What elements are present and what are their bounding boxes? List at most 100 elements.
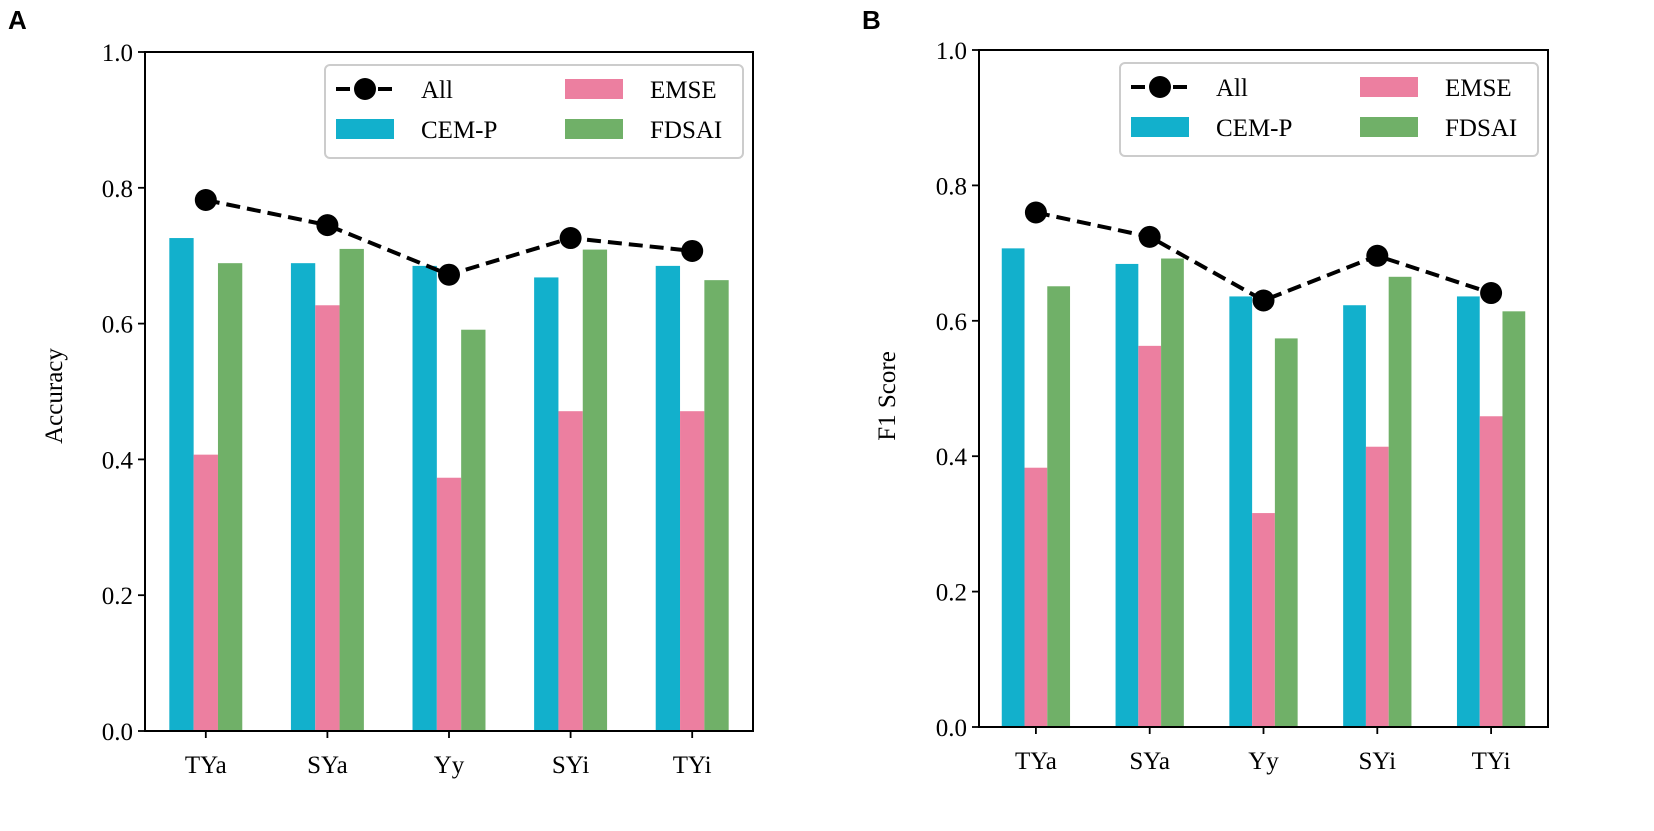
plot-frame [144,51,754,732]
bar-fdsai-sya [339,248,364,731]
point-all-sya [1138,225,1161,248]
bar-cem-p-yy [412,265,437,731]
x-tick-label: Yy [434,752,465,779]
point-all-syi [1366,244,1389,267]
y-axis-label: Accuracy [41,348,68,444]
bar-cem-p-sya [1115,263,1139,727]
y-tick-label: 1.0 [936,38,967,65]
point-all-tya [1024,201,1047,224]
bar-fdsai-syi [1388,276,1412,727]
bar-fdsai-tya [217,263,243,731]
panel-label: A [8,5,27,35]
legend-dot-marker [1149,76,1171,98]
legend-dot-marker [354,78,376,100]
bar-fdsai-tya [1047,286,1071,727]
bar-emse-tyi [680,411,705,731]
point-all-syi [559,227,582,250]
bar-cem-p-yy [1229,296,1253,727]
bar-fdsai-tyi [704,280,729,731]
bar-fdsai-tyi [1502,311,1526,727]
legend-box [1119,62,1539,157]
legend-swatch [1131,117,1189,137]
legend-entry-emse: EMSE [565,77,717,104]
legend-swatch [1360,117,1418,137]
y-tick-label: 0.6 [936,309,967,336]
legend-label-cem-p: CEM-P [1216,115,1292,142]
y-axis-label: F1 Score [874,351,901,441]
x-tick-label: TYa [185,752,227,779]
legend-entry-cem-p: CEM-P [336,117,497,144]
bar-fdsai-yy [461,329,486,731]
legend-entry-emse: EMSE [1360,75,1512,102]
chart-panel-b: B F1 Score 0.0 0.2 0.4 0.6 0.8 1.0 TYa SYa Yy SYi… [862,5,1549,775]
legend-swatch [565,79,623,99]
point-all-tyi [1480,282,1503,305]
bar-cem-p-tya [169,238,194,731]
y-tick-label: 0.8 [102,176,133,203]
axis-ticks: 0.0 0.2 0.4 0.6 0.8 1.0 TYa SYa Yy SYi TYi [936,38,1511,775]
bar-emse-tya [1024,467,1048,727]
bar-fdsai-yy [1274,338,1298,727]
bar-cem-p-tyi [1456,296,1480,727]
bars-group [169,238,729,732]
legend-entry-all: All [1131,75,1248,102]
y-tick-label: 0.4 [102,447,134,474]
bar-emse-syi [558,411,583,731]
bar-emse-sya [315,305,340,731]
legend-box [324,64,744,159]
legend-swatch [565,119,623,139]
legend-swatch [336,119,394,139]
y-tick-label: 0.2 [102,583,133,610]
x-tick-label: SYa [307,752,348,779]
legend-label-cem-p: CEM-P [421,117,497,144]
bar-cem-p-tyi [655,265,681,731]
legend: All EMSE CEM-P FDSAI [324,64,744,159]
legend-label-fdsai: FDSAI [650,117,722,144]
legend-entry-fdsai: FDSAI [1360,115,1517,142]
y-tick-label: 0.6 [102,312,133,339]
y-tick-label: 1.0 [102,40,133,67]
all-line-series [194,189,704,286]
bar-fdsai-syi [582,249,608,732]
legend: All EMSE CEM-P FDSAI [1119,62,1539,157]
bar-fdsai-sya [1161,258,1184,727]
legend-label-all: All [421,77,453,104]
bars-group [1001,248,1526,727]
y-tick-label: 0.0 [102,719,133,746]
chart-panel-a: A Accuracy 0.0 0.2 0.4 0.6 0.8 1.0 TYa SYa Yy SYi… [8,5,754,779]
legend-label-emse: EMSE [650,77,717,104]
bar-emse-syi [1365,446,1389,727]
legend-label-emse: EMSE [1445,75,1512,102]
axis-ticks: 0.0 0.2 0.4 0.6 0.8 1.0 TYa SYa Yy SYi TYi [102,40,712,779]
legend-label-all: All [1216,75,1248,102]
y-tick-label: 0.8 [936,173,967,200]
bar-cem-p-syi [1343,305,1366,727]
point-all-tya [194,189,217,212]
axes-border [144,51,754,732]
x-tick-label: TYi [1472,748,1511,775]
x-tick-label: SYa [1129,748,1170,775]
panel-label: B [862,5,881,35]
legend-entry-all: All [336,77,453,104]
point-all-yy [438,263,460,286]
point-all-yy [1252,289,1275,312]
legend-entry-fdsai: FDSAI [565,117,722,144]
y-tick-label: 0.0 [936,715,967,742]
bar-emse-yy [436,477,462,731]
bar-cem-p-sya [290,263,316,731]
legend-entry-cem-p: CEM-P [1131,115,1292,142]
x-tick-label: TYi [673,752,712,779]
line-all [205,198,693,277]
axes-border [978,49,1549,728]
x-tick-label: Yy [1248,748,1279,775]
x-tick-label: SYi [1359,748,1397,775]
point-all-tyi [681,239,704,262]
bar-cem-p-tya [1001,248,1025,727]
y-tick-label: 0.4 [936,444,968,471]
x-tick-label: TYa [1015,748,1057,775]
plot-frame [978,49,1549,728]
bar-emse-sya [1138,345,1162,727]
point-all-sya [316,214,339,237]
bar-emse-yy [1252,513,1275,727]
